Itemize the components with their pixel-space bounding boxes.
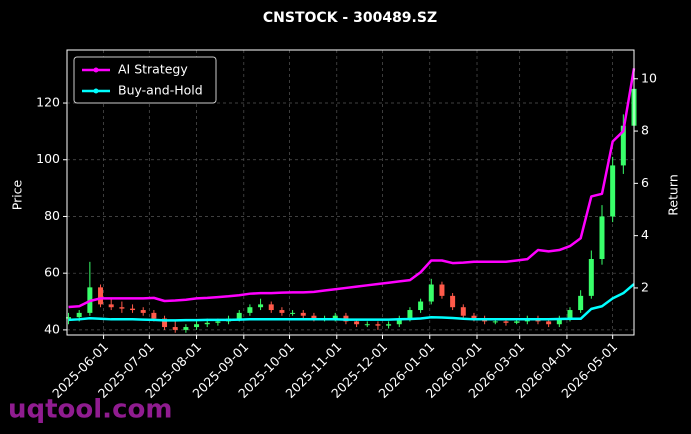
candle-body: [439, 284, 445, 296]
candle-body: [247, 307, 253, 313]
y2-axis-label: Return: [666, 174, 681, 215]
candle-body: [108, 304, 114, 308]
y-tick-label: 40: [44, 321, 60, 336]
candle-body: [194, 324, 200, 328]
candle-body: [546, 321, 552, 325]
candle-body: [588, 259, 594, 296]
candle-body: [66, 317, 72, 319]
legend-marker: [93, 88, 99, 94]
candle-body: [204, 322, 210, 325]
chart-title: CNSTOCK - 300489.SZ: [263, 10, 437, 26]
candle-body: [514, 321, 520, 323]
candle-body: [98, 287, 104, 305]
candle-body: [119, 307, 125, 309]
candle-body: [492, 321, 498, 323]
y-tick-label: 120: [36, 95, 60, 110]
candle-body: [290, 312, 296, 314]
candle-body: [162, 318, 168, 328]
candle-body: [620, 125, 626, 166]
candle-body: [524, 319, 530, 322]
candle-body: [396, 318, 402, 325]
y2-tick-label: 2: [641, 279, 649, 294]
candle-body: [428, 284, 434, 302]
candle-body: [268, 304, 274, 311]
candle-body: [76, 312, 82, 318]
candle-body: [567, 310, 573, 319]
y2-tick-label: 4: [641, 227, 649, 242]
y-tick-label: 100: [36, 151, 60, 166]
candle-body: [407, 310, 413, 319]
candle-body: [386, 324, 392, 326]
candle-body: [450, 295, 456, 308]
candle-body: [130, 308, 136, 311]
candle-body: [503, 321, 509, 323]
candle-body: [332, 315, 338, 319]
candle-body: [236, 312, 242, 319]
y-tick-label: 80: [44, 208, 60, 223]
series-line: [68, 283, 635, 322]
legend-marker: [93, 67, 99, 73]
plot-frame: [66, 49, 635, 336]
candle-body: [140, 310, 146, 313]
y-tick-label: 60: [44, 265, 60, 280]
y2-tick-label: 6: [641, 175, 649, 190]
candle-body: [258, 304, 264, 308]
candle-body: [375, 324, 381, 326]
candle-body: [311, 315, 317, 319]
candle-body: [279, 310, 285, 313]
candle-body: [460, 307, 466, 316]
y2-tick-label: 10: [641, 70, 657, 85]
series-line: [68, 68, 636, 309]
candle-body: [364, 324, 370, 326]
candle-body: [172, 327, 178, 330]
legend-label: AI Strategy: [118, 62, 188, 77]
candle-body: [578, 295, 584, 311]
candle-body: [535, 319, 541, 322]
candle-body: [471, 315, 477, 319]
candle-body: [215, 321, 221, 323]
candle-body: [300, 312, 306, 316]
watermark: uqtool.com: [8, 395, 172, 425]
legend-label: Buy-and-Hold: [118, 83, 203, 98]
candle-body: [418, 301, 424, 311]
candle-body: [610, 165, 616, 217]
y-axis-label: Price: [10, 179, 25, 210]
candle-body: [183, 327, 189, 330]
candle-body: [354, 321, 360, 325]
candle-body: [556, 318, 562, 325]
candle-body: [599, 216, 605, 259]
y2-tick-label: 8: [641, 123, 649, 138]
candle-body: [151, 312, 157, 319]
